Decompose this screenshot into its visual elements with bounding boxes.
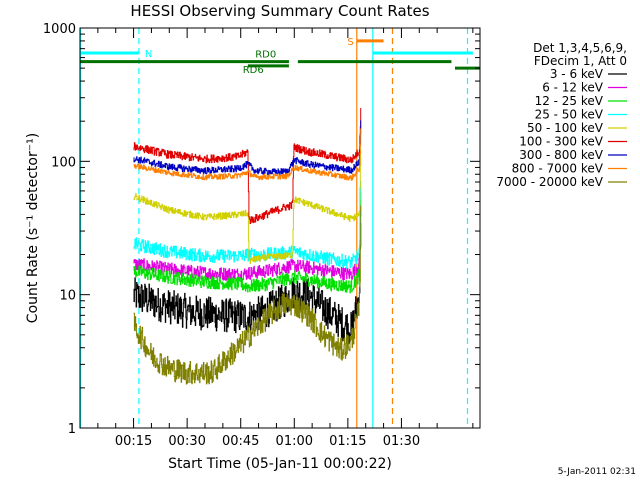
legend-entry-label: 7000 - 20000 keV	[496, 175, 603, 189]
state-bars: N S RD0 RD6	[80, 37, 480, 76]
chart-title: HESSI Observing Summary Count Rates	[130, 2, 429, 20]
series-line	[133, 192, 362, 294]
x-tick-label: 01:00	[276, 434, 313, 449]
y-tick-label: 100	[51, 155, 76, 170]
legend-entry-label: 25 - 50 keV	[535, 108, 604, 122]
axes: 1 10 100 1000 00:15 00:30 00:45 01:00 01:15 01:30	[43, 22, 480, 449]
legend-entry-label: 100 - 300 keV	[519, 135, 603, 149]
legend-entry-label: 50 - 100 keV	[527, 121, 604, 135]
y-tick-label: 1000	[43, 22, 76, 37]
state-bar-label: S	[347, 37, 353, 48]
series-line	[133, 149, 362, 264]
legend: Det 1,3,4,5,6,9,FDecim 1, Att 03 - 6 keV…	[496, 41, 627, 189]
x-tick-label: 01:30	[383, 434, 420, 449]
y-tick-label: 10	[59, 289, 76, 304]
series-layer	[133, 108, 362, 385]
x-tick-label: 01:15	[329, 434, 366, 449]
footer-date: 5-Jan-2011 02:31	[558, 467, 636, 477]
x-tick-label: 00:15	[115, 434, 152, 449]
legend-entry-label: 3 - 6 keV	[550, 67, 604, 81]
series-line	[133, 222, 362, 345]
y-tick-label: 1	[68, 422, 76, 437]
series-line	[133, 128, 362, 181]
legend-header-line: Det 1,3,4,5,6,9,	[533, 41, 627, 55]
series-line	[133, 120, 362, 176]
x-axis-label: Start Time (05-Jan-11 00:00:22)	[168, 456, 392, 472]
legend-entry-label: 300 - 800 keV	[519, 148, 603, 162]
y-axis-label: Count Rate (s⁻¹ detector⁻¹)	[25, 133, 41, 323]
series-line	[133, 181, 362, 269]
x-tick-label: 00:30	[168, 434, 205, 449]
state-bar-label: N	[145, 49, 152, 60]
series-line	[133, 203, 362, 282]
decimation-bar-label: RD6	[243, 65, 264, 76]
legend-entry-label: 800 - 7000 keV	[512, 162, 604, 176]
series-line	[133, 205, 362, 385]
time-markers	[79, 28, 469, 428]
decimation-bar-label: RD0	[255, 50, 276, 61]
legend-entry-label: 12 - 25 keV	[535, 94, 604, 108]
x-tick-label: 00:45	[222, 434, 259, 449]
plot-frame	[79, 27, 481, 429]
series-line	[133, 108, 362, 224]
legend-entry-label: 6 - 12 keV	[542, 81, 604, 95]
legend-header-line: FDecim 1, Att 0	[534, 54, 627, 68]
